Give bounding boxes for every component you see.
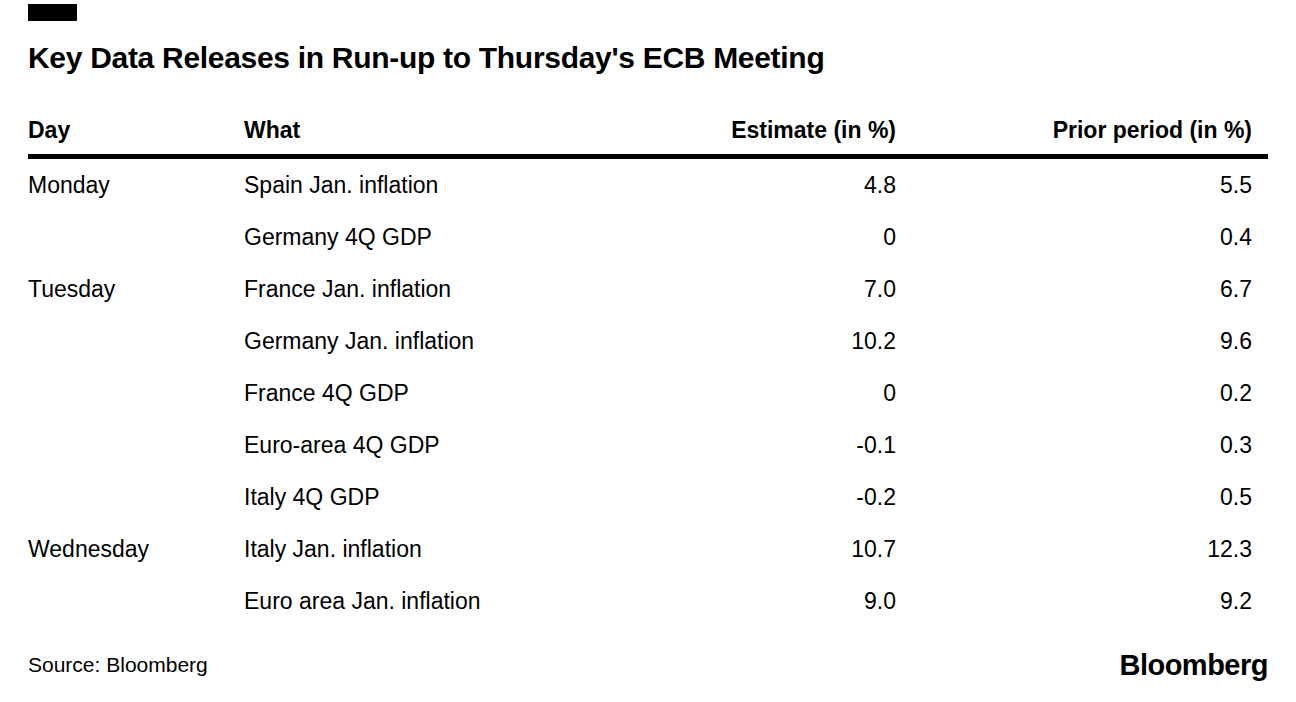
column-header-what: What xyxy=(244,117,672,144)
cell-what: France Jan. inflation xyxy=(244,276,672,303)
footer: Source: Bloomberg Bloomberg xyxy=(28,641,1268,689)
table-row: Euro area Jan. inflation9.09.2 xyxy=(28,575,1268,627)
cell-estimate: 7.0 xyxy=(672,276,912,303)
table-body: MondaySpain Jan. inflation4.85.5Germany … xyxy=(28,159,1268,627)
bloomberg-flag-mark xyxy=(28,4,77,21)
column-header-day: Day xyxy=(28,117,244,144)
bloomberg-data-graphic: Key Data Releases in Run-up to Thursday'… xyxy=(0,0,1296,702)
cell-what: Italy Jan. inflation xyxy=(244,536,672,563)
table-row: Euro-area 4Q GDP-0.10.3 xyxy=(28,419,1268,471)
cell-day: Tuesday xyxy=(28,276,244,303)
table-row: France 4Q GDP00.2 xyxy=(28,367,1268,419)
cell-prior: 0.5 xyxy=(912,484,1268,511)
cell-what: Spain Jan. inflation xyxy=(244,172,672,199)
cell-prior: 9.2 xyxy=(912,588,1268,615)
source-label: Source: Bloomberg xyxy=(28,653,208,677)
cell-estimate: -0.2 xyxy=(672,484,912,511)
column-header-prior: Prior period (in %) xyxy=(912,117,1268,144)
cell-what: Germany 4Q GDP xyxy=(244,224,672,251)
cell-estimate: 10.2 xyxy=(672,328,912,355)
cell-prior: 12.3 xyxy=(912,536,1268,563)
cell-day: Wednesday xyxy=(28,536,244,563)
cell-day: Monday xyxy=(28,172,244,199)
cell-estimate: 0 xyxy=(672,380,912,407)
table-row: Germany Jan. inflation10.29.6 xyxy=(28,315,1268,367)
cell-estimate: 0 xyxy=(672,224,912,251)
table-row: WednesdayItaly Jan. inflation10.712.3 xyxy=(28,523,1268,575)
bloomberg-logo: Bloomberg xyxy=(1119,649,1268,682)
table-row: Germany 4Q GDP00.4 xyxy=(28,211,1268,263)
cell-what: Italy 4Q GDP xyxy=(244,484,672,511)
chart-title: Key Data Releases in Run-up to Thursday'… xyxy=(28,0,1268,74)
column-header-estimate: Estimate (in %) xyxy=(672,117,912,144)
cell-what: France 4Q GDP xyxy=(244,380,672,407)
cell-prior: 0.4 xyxy=(912,224,1268,251)
cell-prior: 0.3 xyxy=(912,432,1268,459)
cell-estimate: 9.0 xyxy=(672,588,912,615)
data-table: Day What Estimate (in %) Prior period (i… xyxy=(28,114,1268,627)
cell-prior: 5.5 xyxy=(912,172,1268,199)
cell-what: Euro-area 4Q GDP xyxy=(244,432,672,459)
cell-prior: 6.7 xyxy=(912,276,1268,303)
cell-estimate: 4.8 xyxy=(672,172,912,199)
table-row: MondaySpain Jan. inflation4.85.5 xyxy=(28,159,1268,211)
table-header-row: Day What Estimate (in %) Prior period (i… xyxy=(28,114,1268,144)
cell-prior: 0.2 xyxy=(912,380,1268,407)
table-row: TuesdayFrance Jan. inflation7.06.7 xyxy=(28,263,1268,315)
table-row: Italy 4Q GDP-0.20.5 xyxy=(28,471,1268,523)
cell-estimate: 10.7 xyxy=(672,536,912,563)
cell-what: Euro area Jan. inflation xyxy=(244,588,672,615)
cell-prior: 9.6 xyxy=(912,328,1268,355)
cell-what: Germany Jan. inflation xyxy=(244,328,672,355)
cell-estimate: -0.1 xyxy=(672,432,912,459)
